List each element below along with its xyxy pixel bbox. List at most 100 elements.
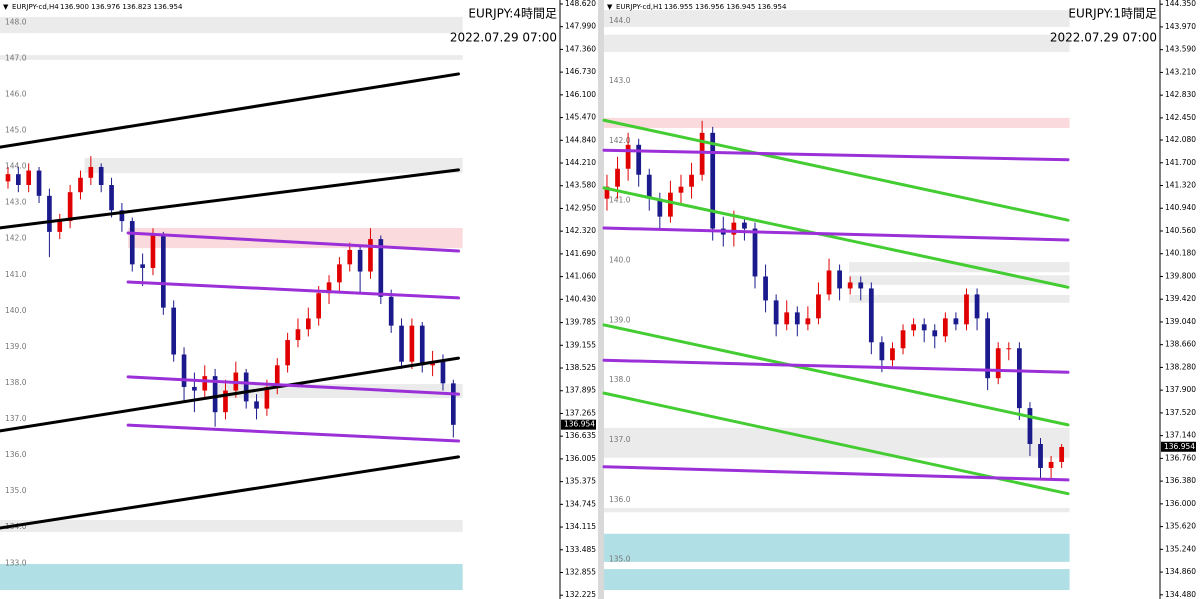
candle-body (1048, 461, 1054, 468)
ohlc-header: 136.900 136.976 136.823 136.954 (60, 3, 183, 11)
candle-body (1006, 348, 1012, 350)
candle-body (140, 264, 145, 268)
candle-body (921, 324, 927, 331)
level-label: 141.0 (5, 270, 27, 279)
y-tick-label: 139.420 (1165, 294, 1196, 303)
candle-body (710, 132, 716, 229)
ohlc-header: 136.955 136.956 136.945 136.954 (664, 3, 787, 11)
y-tick-label: 146.100 (565, 90, 596, 99)
y-tick-label: 137.265 (565, 408, 596, 417)
y-tick-label: 143.580 (565, 181, 596, 190)
candle-body (16, 174, 21, 186)
level-label: 139.0 (5, 342, 27, 351)
y-tick-label: 138.525 (565, 363, 596, 372)
candle-body (900, 330, 906, 349)
y-tick-label: 139.040 (1165, 317, 1196, 326)
candle-body (47, 195, 52, 232)
candle-body (974, 294, 980, 319)
candle-body (668, 192, 673, 217)
header-arrow: ▼ (607, 3, 613, 11)
candle-body (98, 166, 104, 186)
candle-body (192, 386, 197, 391)
y-tick-label: 135.375 (565, 477, 596, 486)
candle-body (890, 348, 895, 361)
candle-body (399, 325, 404, 362)
y-tick-label: 142.950 (565, 203, 596, 212)
price-zone (0, 564, 463, 590)
candle-body (731, 222, 737, 235)
candle-body (78, 177, 83, 193)
candle-body (784, 312, 790, 325)
level-label: 138.0 (5, 378, 27, 387)
level-label: 137.0 (5, 414, 27, 423)
y-tick-label: 147.990 (565, 22, 596, 31)
y-tick-label: 147.360 (565, 44, 596, 53)
level-label: 135.0 (609, 555, 631, 564)
price-zone (128, 227, 463, 249)
level-label: 145.0 (5, 126, 27, 135)
last-price-label: 136.954 (1164, 442, 1195, 451)
y-tick-label: 144.350 (1165, 0, 1196, 8)
candle-body (326, 282, 332, 294)
price-zone (84, 157, 463, 174)
last-price-label: 136.954 (564, 420, 595, 429)
candle-body (368, 239, 373, 272)
trendline (602, 186, 1070, 289)
candle-body (450, 383, 456, 425)
trendline (602, 465, 1070, 482)
candle-body (752, 228, 758, 277)
price-zone (849, 275, 1070, 285)
level-label: 146.0 (5, 89, 27, 98)
y-tick-label: 141.700 (1165, 158, 1196, 167)
candle-body (119, 210, 125, 222)
candle-body (879, 342, 885, 361)
y-tick-label: 137.520 (1165, 408, 1196, 417)
candle-body (357, 249, 363, 272)
last-price-box (1161, 441, 1196, 452)
y-tick-label: 140.940 (1165, 203, 1196, 212)
annotation: EURJPY:4時間足 (468, 7, 557, 21)
candle-body (171, 307, 177, 355)
y-tick-label: 135.620 (1165, 522, 1196, 531)
candle-body (36, 170, 42, 196)
price-zone (849, 295, 1070, 303)
y-tick-label: 136.760 (1165, 453, 1196, 462)
y-tick-label: 141.320 (1165, 181, 1196, 190)
y-tick-label: 136.000 (1165, 499, 1196, 508)
trendline (602, 118, 1070, 222)
candle-body (254, 401, 259, 409)
level-label: 144.0 (5, 162, 27, 171)
candle-body (347, 249, 353, 265)
level-label: 135.0 (5, 486, 27, 495)
candle-body (223, 390, 228, 413)
trendline (126, 423, 461, 443)
level-label: 143.0 (5, 198, 27, 207)
candle-body (699, 132, 705, 175)
y-tick-label: 143.970 (1165, 22, 1196, 31)
candle-body (378, 239, 384, 297)
candle-body (847, 282, 853, 289)
level-label: 139.0 (609, 315, 631, 324)
candle-body (160, 235, 166, 308)
y-tick-label: 134.860 (1165, 567, 1196, 576)
candle-body (1016, 348, 1022, 409)
candle-body (911, 324, 916, 331)
candle-body (763, 276, 768, 301)
level-label: 142.0 (5, 234, 27, 243)
y-tick-label: 132.855 (565, 567, 596, 576)
candle-body (678, 186, 684, 193)
annotation-date: 2022.07.29 07:00 (450, 31, 557, 45)
candle-body (1059, 447, 1065, 462)
candle-body (657, 198, 663, 217)
candle-body (274, 365, 280, 387)
candle-body (88, 166, 94, 178)
candle-body (953, 318, 959, 325)
last-price-box (561, 419, 596, 430)
y-tick-label: 138.280 (1165, 362, 1196, 371)
trendline (126, 231, 461, 253)
y-tick-label: 135.240 (1165, 544, 1196, 553)
y-tick-label: 146.730 (565, 67, 596, 76)
annotation-date: 2022.07.29 07:00 (1050, 31, 1157, 45)
y-tick-label: 140.180 (1165, 249, 1196, 258)
